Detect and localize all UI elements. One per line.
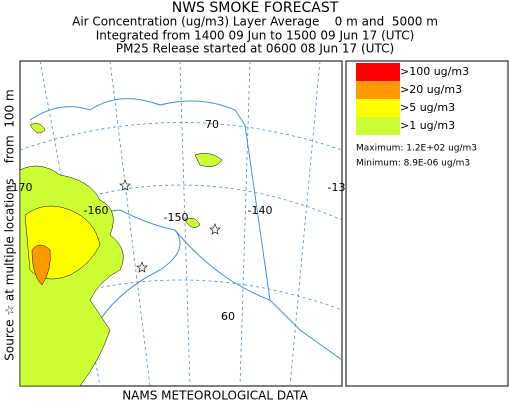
grid-label: -140 — [248, 204, 273, 217]
subtitle: Integrated from 1400 09 Jun to 1500 09 J… — [96, 29, 415, 43]
grid-label: -170 — [8, 181, 33, 194]
legend-maximum: Maximum: 1.2E+02 ug/m3 — [356, 144, 477, 154]
side-label: Source ☆ at multiple locations from 100 … — [3, 89, 17, 360]
graticule — [20, 61, 342, 386]
footer: NAMS METEOROLOGICAL DATA — [122, 389, 308, 401]
legend-swatch — [356, 117, 400, 135]
grid-label: -160 — [84, 204, 109, 217]
source-markers — [119, 179, 221, 273]
grid-label: -150 — [164, 211, 189, 224]
legend-label: >20 ug/m3 — [400, 83, 462, 96]
legend-swatch — [356, 63, 400, 81]
legend-minimum: Minimum: 8.9E-06 ug/m3 — [356, 159, 470, 169]
grid-label: 70 — [205, 118, 219, 131]
legend-label: >100 ug/m3 — [400, 65, 469, 78]
subtitle: Air Concentration (ug/m3) Layer Average … — [72, 15, 438, 29]
legend-label: >5 ug/m3 — [400, 101, 455, 114]
legend-swatch — [356, 99, 400, 117]
title: NWS SMOKE FORECAST — [172, 0, 339, 16]
subtitle: PM25 Release started at 0600 08 Jun 17 (… — [116, 42, 394, 56]
legend-swatch — [356, 81, 400, 99]
legend-label: >1 ug/m3 — [400, 119, 455, 132]
smoke-plume — [20, 123, 223, 386]
grid-label: 60 — [221, 310, 235, 323]
